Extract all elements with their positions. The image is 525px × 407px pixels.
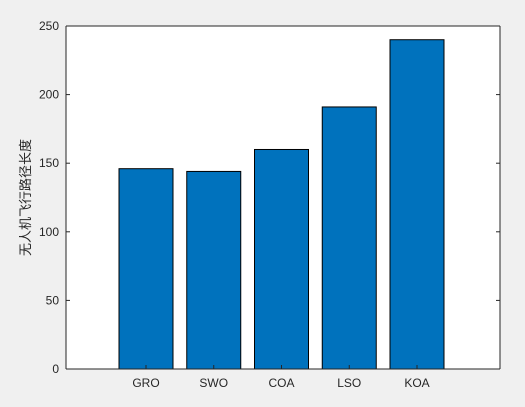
x-tick-label-koa: KOA [404, 376, 429, 390]
y-tick-label-100: 100 [39, 225, 59, 239]
axes-frame [65, 25, 501, 370]
bars-group [118, 39, 445, 370]
bar-koa [389, 39, 445, 370]
x-tick-label-swo: SWO [199, 376, 228, 390]
y-axis-label: 无人机飞行路径长度 [18, 139, 34, 256]
bar-gro [118, 168, 174, 370]
x-tick-label-gro: GRO [132, 376, 159, 390]
y-tick-label-200: 200 [39, 88, 59, 102]
x-tick-label-coa: COA [268, 376, 294, 390]
bar-coa [254, 148, 309, 370]
y-tick-label-50: 50 [46, 293, 60, 307]
x-ticks-group: GRO SWO COA LSO KOA [132, 365, 430, 390]
y-tick-label-250: 250 [39, 19, 59, 33]
bar-lso [321, 106, 377, 370]
y-tick-label-150: 150 [39, 156, 59, 170]
y-tick-label-0: 0 [52, 362, 59, 376]
bar-swo [186, 170, 242, 370]
x-tick-label-lso: LSO [337, 376, 361, 390]
y-ticks-group: 0 50 100 150 200 250 [39, 19, 500, 376]
